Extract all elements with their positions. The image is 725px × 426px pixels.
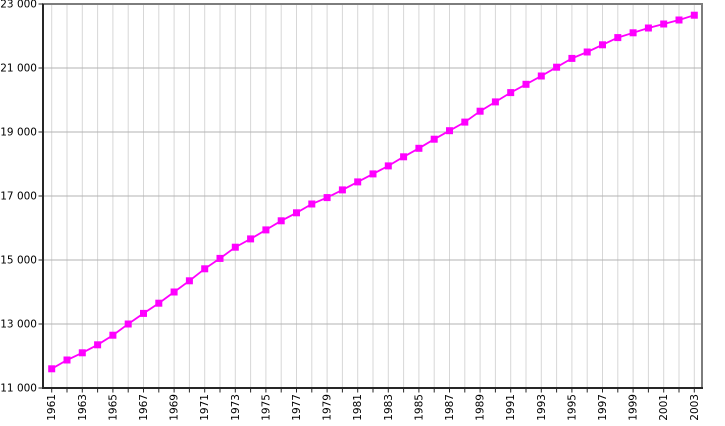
data-point (491, 98, 499, 106)
data-point (599, 41, 606, 49)
y-axis-label: 15 000 (0, 255, 37, 267)
data-point (583, 48, 591, 56)
data-point (140, 309, 147, 317)
data-point (537, 72, 545, 80)
data-point (48, 365, 56, 373)
data-point (94, 341, 102, 349)
data-point (522, 80, 530, 88)
data-point (690, 11, 698, 19)
data-point (308, 200, 316, 208)
data-point (63, 356, 71, 364)
data-point (644, 24, 652, 32)
data-point (446, 127, 453, 135)
data-point (293, 209, 300, 217)
data-point (247, 235, 255, 243)
data-point (338, 186, 346, 194)
x-axis-label: 1993 (536, 394, 548, 421)
data-point (553, 63, 561, 71)
x-axis-label: 1969 (169, 394, 181, 421)
data-point (629, 29, 637, 37)
data-point (170, 288, 178, 296)
x-axis-label: 1987 (444, 394, 456, 421)
data-point (78, 349, 86, 357)
x-axis-label: 1961 (46, 394, 58, 421)
x-axis-label: 1963 (77, 394, 89, 421)
x-axis-label: 1999 (628, 394, 640, 421)
x-axis-label: 1979 (322, 394, 334, 421)
x-axis-label: 1997 (597, 394, 609, 421)
data-point (262, 226, 270, 234)
data-point (384, 162, 392, 170)
x-axis-label: 1989 (475, 394, 487, 421)
x-axis-label: 1971 (199, 394, 211, 421)
data-point (201, 265, 209, 273)
x-axis-label: 2003 (689, 394, 701, 421)
x-axis-label: 1967 (138, 394, 150, 421)
x-axis-label: 1985 (413, 394, 425, 421)
x-axis-label: 1965 (107, 394, 119, 421)
x-axis-label: 2001 (658, 394, 670, 421)
data-point (109, 331, 117, 339)
data-point (231, 243, 239, 251)
data-point (216, 254, 224, 262)
data-point (354, 178, 362, 186)
y-axis-label: 17 000 (0, 191, 37, 203)
x-axis-label: 1995 (566, 394, 578, 421)
x-axis-label: 1991 (505, 394, 517, 421)
y-axis-label: 11 000 (0, 383, 37, 395)
data-point (461, 118, 469, 126)
data-point (675, 16, 683, 24)
x-axis-label: 1983 (383, 394, 395, 421)
data-point (155, 299, 163, 307)
data-point (400, 153, 408, 161)
y-axis-label: 21 000 (0, 63, 37, 75)
data-point (277, 217, 285, 225)
data-point (369, 170, 377, 178)
x-axis-label: 1977 (291, 394, 303, 421)
y-axis-label: 13 000 (0, 319, 37, 331)
y-axis-label: 19 000 (0, 127, 37, 139)
x-axis-label: 1981 (352, 394, 364, 421)
data-point (476, 107, 484, 115)
data-point (660, 20, 668, 28)
data-point (614, 34, 622, 42)
data-point (323, 194, 331, 202)
data-point (568, 54, 576, 62)
x-axis-label: 1975 (260, 394, 272, 421)
data-point (415, 144, 423, 152)
data-point (507, 89, 515, 97)
data-point (430, 135, 438, 143)
data-point (124, 320, 132, 328)
data-point (185, 277, 193, 285)
x-axis-label: 1973 (230, 394, 242, 421)
y-axis-label: 23 000 (0, 0, 37, 11)
